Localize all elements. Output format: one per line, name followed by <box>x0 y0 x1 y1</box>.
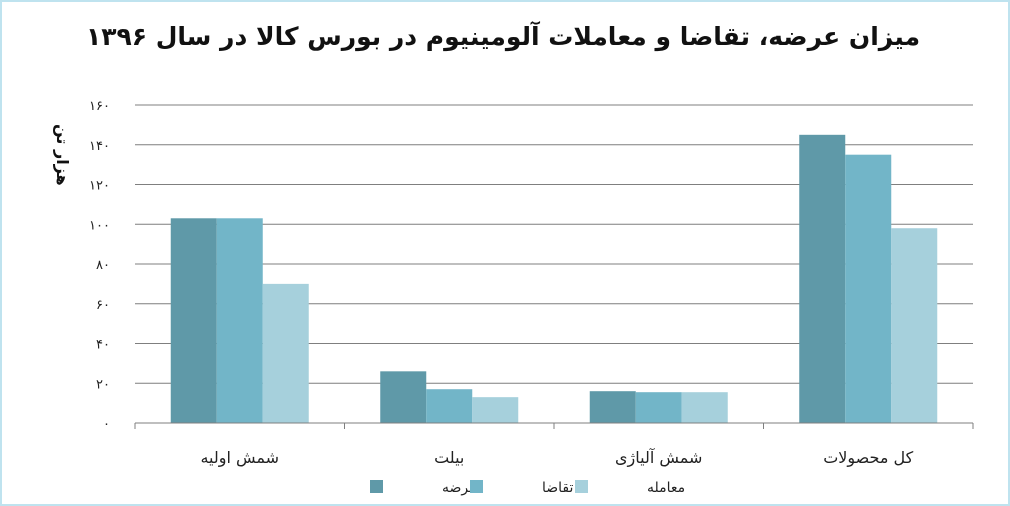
y-tick-label: ۶۰ <box>96 298 110 313</box>
bars <box>170 134 938 423</box>
category-label: کل محصولات <box>823 448 913 468</box>
category-labels: شمش اولیه بیلت شمش آلیاژی کل محصولات <box>200 448 913 468</box>
y-axis-label: هزار تن <box>53 124 72 186</box>
bar <box>891 228 938 423</box>
y-tick-label: ۸۰ <box>96 258 110 273</box>
bar <box>216 218 263 423</box>
bar <box>681 392 728 423</box>
bar <box>589 391 636 423</box>
bar <box>845 154 892 423</box>
y-tick-label: ۱۲۰ <box>89 179 110 194</box>
bar <box>426 389 473 423</box>
bar <box>170 218 217 423</box>
y-tick-label: ۴۰ <box>96 338 110 353</box>
legend-swatch <box>470 480 483 493</box>
legend-swatch <box>575 480 588 493</box>
category-label: شمش اولیه <box>200 448 279 468</box>
legend: عرضه تقاضا معامله <box>370 480 685 496</box>
legend-label: عرضه <box>442 480 477 496</box>
x-axis <box>134 422 974 429</box>
category-label: بیلت <box>434 448 464 467</box>
category-label: شمش آلیاژی <box>615 448 702 468</box>
y-tick-labels: ۰ ۲۰ ۴۰ ۶۰ ۸۰ ۱۰۰ ۱۲۰ ۱۴۰ ۱۶۰ <box>89 99 110 432</box>
y-tick-label: ۲۰ <box>96 377 110 392</box>
bar <box>472 397 519 423</box>
legend-swatch <box>370 480 383 493</box>
bar <box>262 283 309 423</box>
y-tick-label: ۱۶۰ <box>89 99 110 114</box>
bar <box>635 392 682 423</box>
bar <box>799 134 846 423</box>
y-tick-label: ۱۴۰ <box>89 139 110 154</box>
legend-label: تقاضا <box>542 480 574 496</box>
legend-label: معامله <box>647 480 685 496</box>
y-tick-label: ۱۰۰ <box>89 218 110 233</box>
bar <box>380 371 427 423</box>
y-tick-label: ۰ <box>103 417 110 432</box>
chart-title: میزان عرضه، تقاضا و معاملات آلومینیوم در… <box>85 22 921 51</box>
